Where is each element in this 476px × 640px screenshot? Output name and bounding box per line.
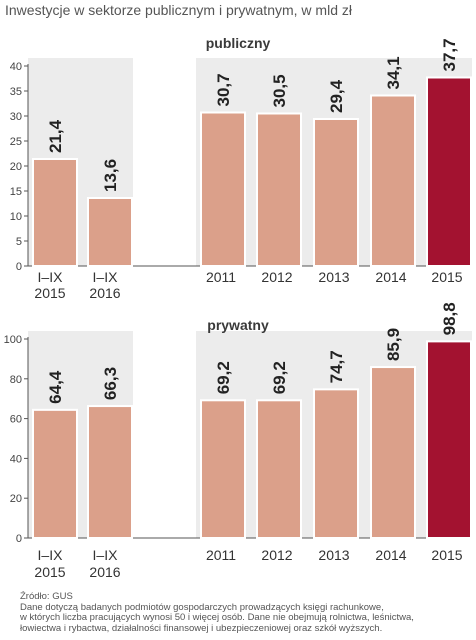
chart-footer: Źródło: GUS Dane dotyczą badanych podmio… [20, 591, 472, 634]
bar [32, 158, 78, 267]
y-tick-label: 40 [10, 453, 22, 465]
panel-title: prywatny [207, 317, 269, 333]
bar-value-label: 34,1 [384, 56, 403, 89]
bar [256, 112, 302, 267]
y-tick-label: 20 [10, 493, 22, 505]
category-label-line1: I–IX [93, 547, 119, 563]
bar-value-label: 66,3 [101, 367, 120, 400]
category-label-line2: 2015 [34, 285, 65, 301]
footnote-line-1: Dane dotyczą badanych podmiotów gospodar… [20, 601, 384, 613]
category-label: 2014 [375, 547, 406, 563]
category-label-line1: I–IX [38, 547, 64, 563]
y-tick-label: 5 [16, 236, 22, 248]
bar-value-label: 74,7 [327, 350, 346, 383]
bar-value-label: 30,7 [214, 73, 233, 106]
bar-value-label: 69,2 [270, 361, 289, 394]
y-tick-label: 25 [10, 136, 22, 148]
bar-value-label: 85,9 [384, 328, 403, 361]
y-tick-label: 60 [10, 414, 22, 426]
bar [200, 399, 246, 539]
category-label-line1: I–IX [93, 269, 119, 285]
category-label-line1: I–IX [38, 269, 64, 285]
bar [256, 399, 302, 539]
bar-value-label: 37,7 [440, 38, 459, 71]
bar-value-label: 64,4 [46, 370, 65, 404]
bar [200, 111, 246, 267]
bar-value-label: 13,6 [101, 159, 120, 192]
category-label: 2013 [318, 547, 349, 563]
category-label-line2: 2015 [34, 564, 65, 580]
category-label: 2015 [431, 547, 462, 563]
bar [370, 366, 416, 539]
y-tick-label: 100 [4, 334, 22, 346]
bar-value-label: 29,4 [327, 79, 346, 113]
bar [32, 408, 78, 539]
category-label: 2013 [318, 269, 349, 285]
category-label: 2012 [261, 269, 292, 285]
source-note: Źródło: GUS [20, 591, 73, 602]
footnote-line-2: w których liczba pracujących wynosi 50 i… [20, 612, 414, 623]
bar [426, 76, 472, 267]
category-label-line2: 2016 [89, 564, 120, 580]
y-tick-label: 40 [10, 61, 22, 73]
chart-title: Inwestycje w sektorze publicznym i prywa… [5, 2, 352, 18]
bar-value-label: 21,4 [46, 119, 65, 153]
panel-title: publiczny [206, 35, 271, 51]
y-tick-label: 0 [16, 533, 22, 545]
category-label-line2: 2016 [89, 285, 120, 301]
bar [313, 388, 359, 539]
y-tick-label: 0 [16, 261, 22, 273]
bar-value-label: 30,5 [270, 74, 289, 107]
category-label: 2015 [431, 269, 462, 285]
bar [370, 94, 416, 267]
category-label: 2011 [206, 547, 236, 563]
y-tick-label: 80 [10, 374, 22, 386]
bar-value-label: 69,2 [214, 361, 233, 394]
y-tick-label: 30 [10, 111, 22, 123]
y-tick-label: 20 [10, 161, 22, 173]
category-label: 2012 [261, 547, 292, 563]
bar-value-label: 98,8 [440, 302, 459, 335]
y-tick-label: 15 [10, 186, 22, 198]
y-tick-label: 35 [10, 86, 22, 98]
footnote-line-3: łowiectwa i rybactwa, działalności finan… [20, 622, 383, 634]
bar [426, 340, 472, 539]
category-label: 2014 [375, 269, 406, 285]
bar [87, 197, 133, 267]
category-label: 2011 [206, 269, 236, 285]
y-tick-label: 10 [10, 211, 22, 223]
bar [87, 405, 133, 539]
bar [313, 118, 359, 267]
